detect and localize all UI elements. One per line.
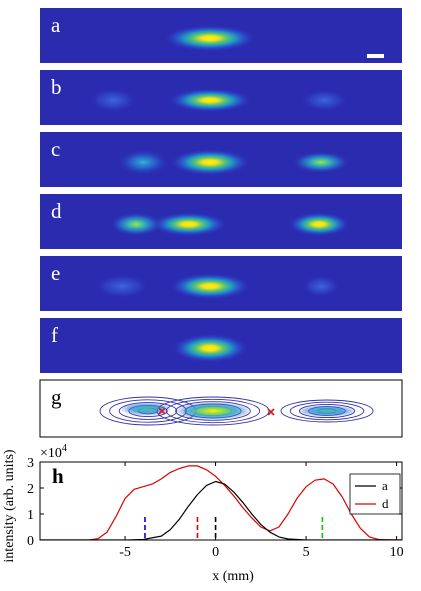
- intensity-spot: [171, 333, 249, 363]
- contour-peak: [297, 405, 357, 417]
- panel-label: h: [52, 464, 64, 488]
- x-axis-label: x (mm): [212, 569, 254, 584]
- exponent-label: ×104: [40, 443, 67, 461]
- intensity-spot: [301, 275, 341, 298]
- contour-peak: [175, 402, 251, 420]
- legend: ad: [349, 473, 401, 515]
- intensity-spot: [169, 149, 251, 176]
- intensity-spot: [89, 88, 138, 113]
- panel-label: a: [51, 13, 61, 37]
- intensity-spot: [287, 212, 351, 237]
- y-tick-label: 2: [27, 482, 34, 497]
- panel-d: d: [40, 194, 402, 249]
- contour-line: [280, 399, 374, 423]
- contour-line: [289, 401, 365, 421]
- intensity-spot: [169, 273, 251, 300]
- panel-f: f: [40, 318, 402, 373]
- y-tick-label: 1: [27, 508, 34, 523]
- legend-entry: d: [382, 496, 389, 511]
- contour-panel: g: [39, 379, 403, 438]
- y-tick-label: 0: [27, 534, 34, 549]
- scale-bar: [367, 54, 384, 58]
- intensity-spot: [94, 274, 150, 299]
- saddle-marker: [158, 407, 166, 415]
- intensity-spot: [163, 25, 257, 52]
- intensity-spot: [292, 151, 350, 174]
- series-line-d: [40, 465, 402, 540]
- x-tick-label: -5: [119, 545, 131, 560]
- intensity-spot: [109, 212, 163, 237]
- saddle-marker: [267, 408, 275, 416]
- profile-plot: -5 0 5 10 0 1 2 3 ×104 h ad x (mm) intensity (arb. u…: [2, 443, 404, 584]
- panel-label: d: [51, 199, 62, 223]
- intensity-spot: [300, 89, 349, 112]
- panel-label: g: [51, 385, 62, 409]
- intensity-spot: [116, 149, 170, 176]
- panel-c: c: [40, 132, 402, 187]
- contour-peak: [120, 402, 172, 416]
- panel-label: e: [51, 261, 60, 285]
- image-panels: a b c d e f: [40, 8, 402, 373]
- panel-label: f: [51, 323, 58, 347]
- panel-e: e: [40, 256, 402, 311]
- panel-a: a: [40, 8, 402, 63]
- intensity-spot: [150, 212, 228, 237]
- legend-entry: a: [382, 478, 388, 493]
- x-tick-label: 10: [390, 545, 404, 560]
- panel-b: b: [40, 70, 402, 125]
- x-tick-label: 5: [303, 545, 310, 560]
- intensity-spot: [168, 88, 252, 113]
- x-tick-label: 0: [212, 545, 219, 560]
- panel-label: c: [51, 137, 60, 161]
- plot-area: [39, 461, 403, 541]
- y-axis-label: intensity (arb. units): [2, 449, 17, 562]
- y-tick-label: 3: [27, 456, 34, 471]
- series-line-a: [40, 480, 402, 540]
- panel-label: b: [51, 75, 62, 99]
